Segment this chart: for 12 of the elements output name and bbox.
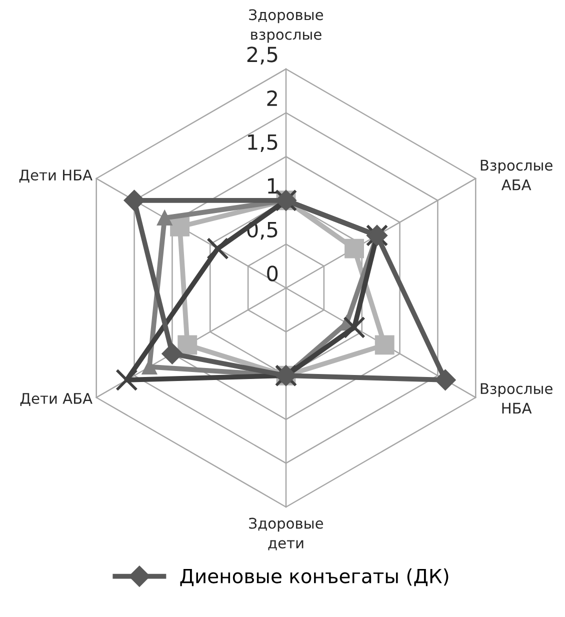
y-tick-label: 1 [268,178,278,194]
y-tick-label: 0 [267,266,278,282]
y-tick-label: 1,5 [248,134,278,152]
spoke-label: Здоровые взрослые [249,9,324,43]
legend-label: Диеновые конъегаты (ДК) [180,568,448,586]
y-tick-label: 2 [267,90,277,106]
spoke-label: Взрослые АБА [480,160,552,190]
spoke-label: Здоровые дети [249,518,324,550]
spoke-label: Дети АБА [20,393,92,406]
y-tick-label: 2,5 [247,46,278,64]
spoke-label: Дети НБА [19,170,92,183]
spoke-label: Взрослые НБА [480,383,552,414]
